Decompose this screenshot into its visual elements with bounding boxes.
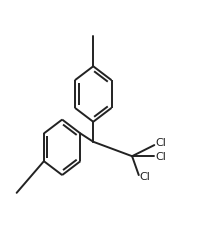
Text: Cl: Cl xyxy=(155,138,166,148)
Text: Cl: Cl xyxy=(140,172,151,182)
Text: Cl: Cl xyxy=(155,152,166,162)
